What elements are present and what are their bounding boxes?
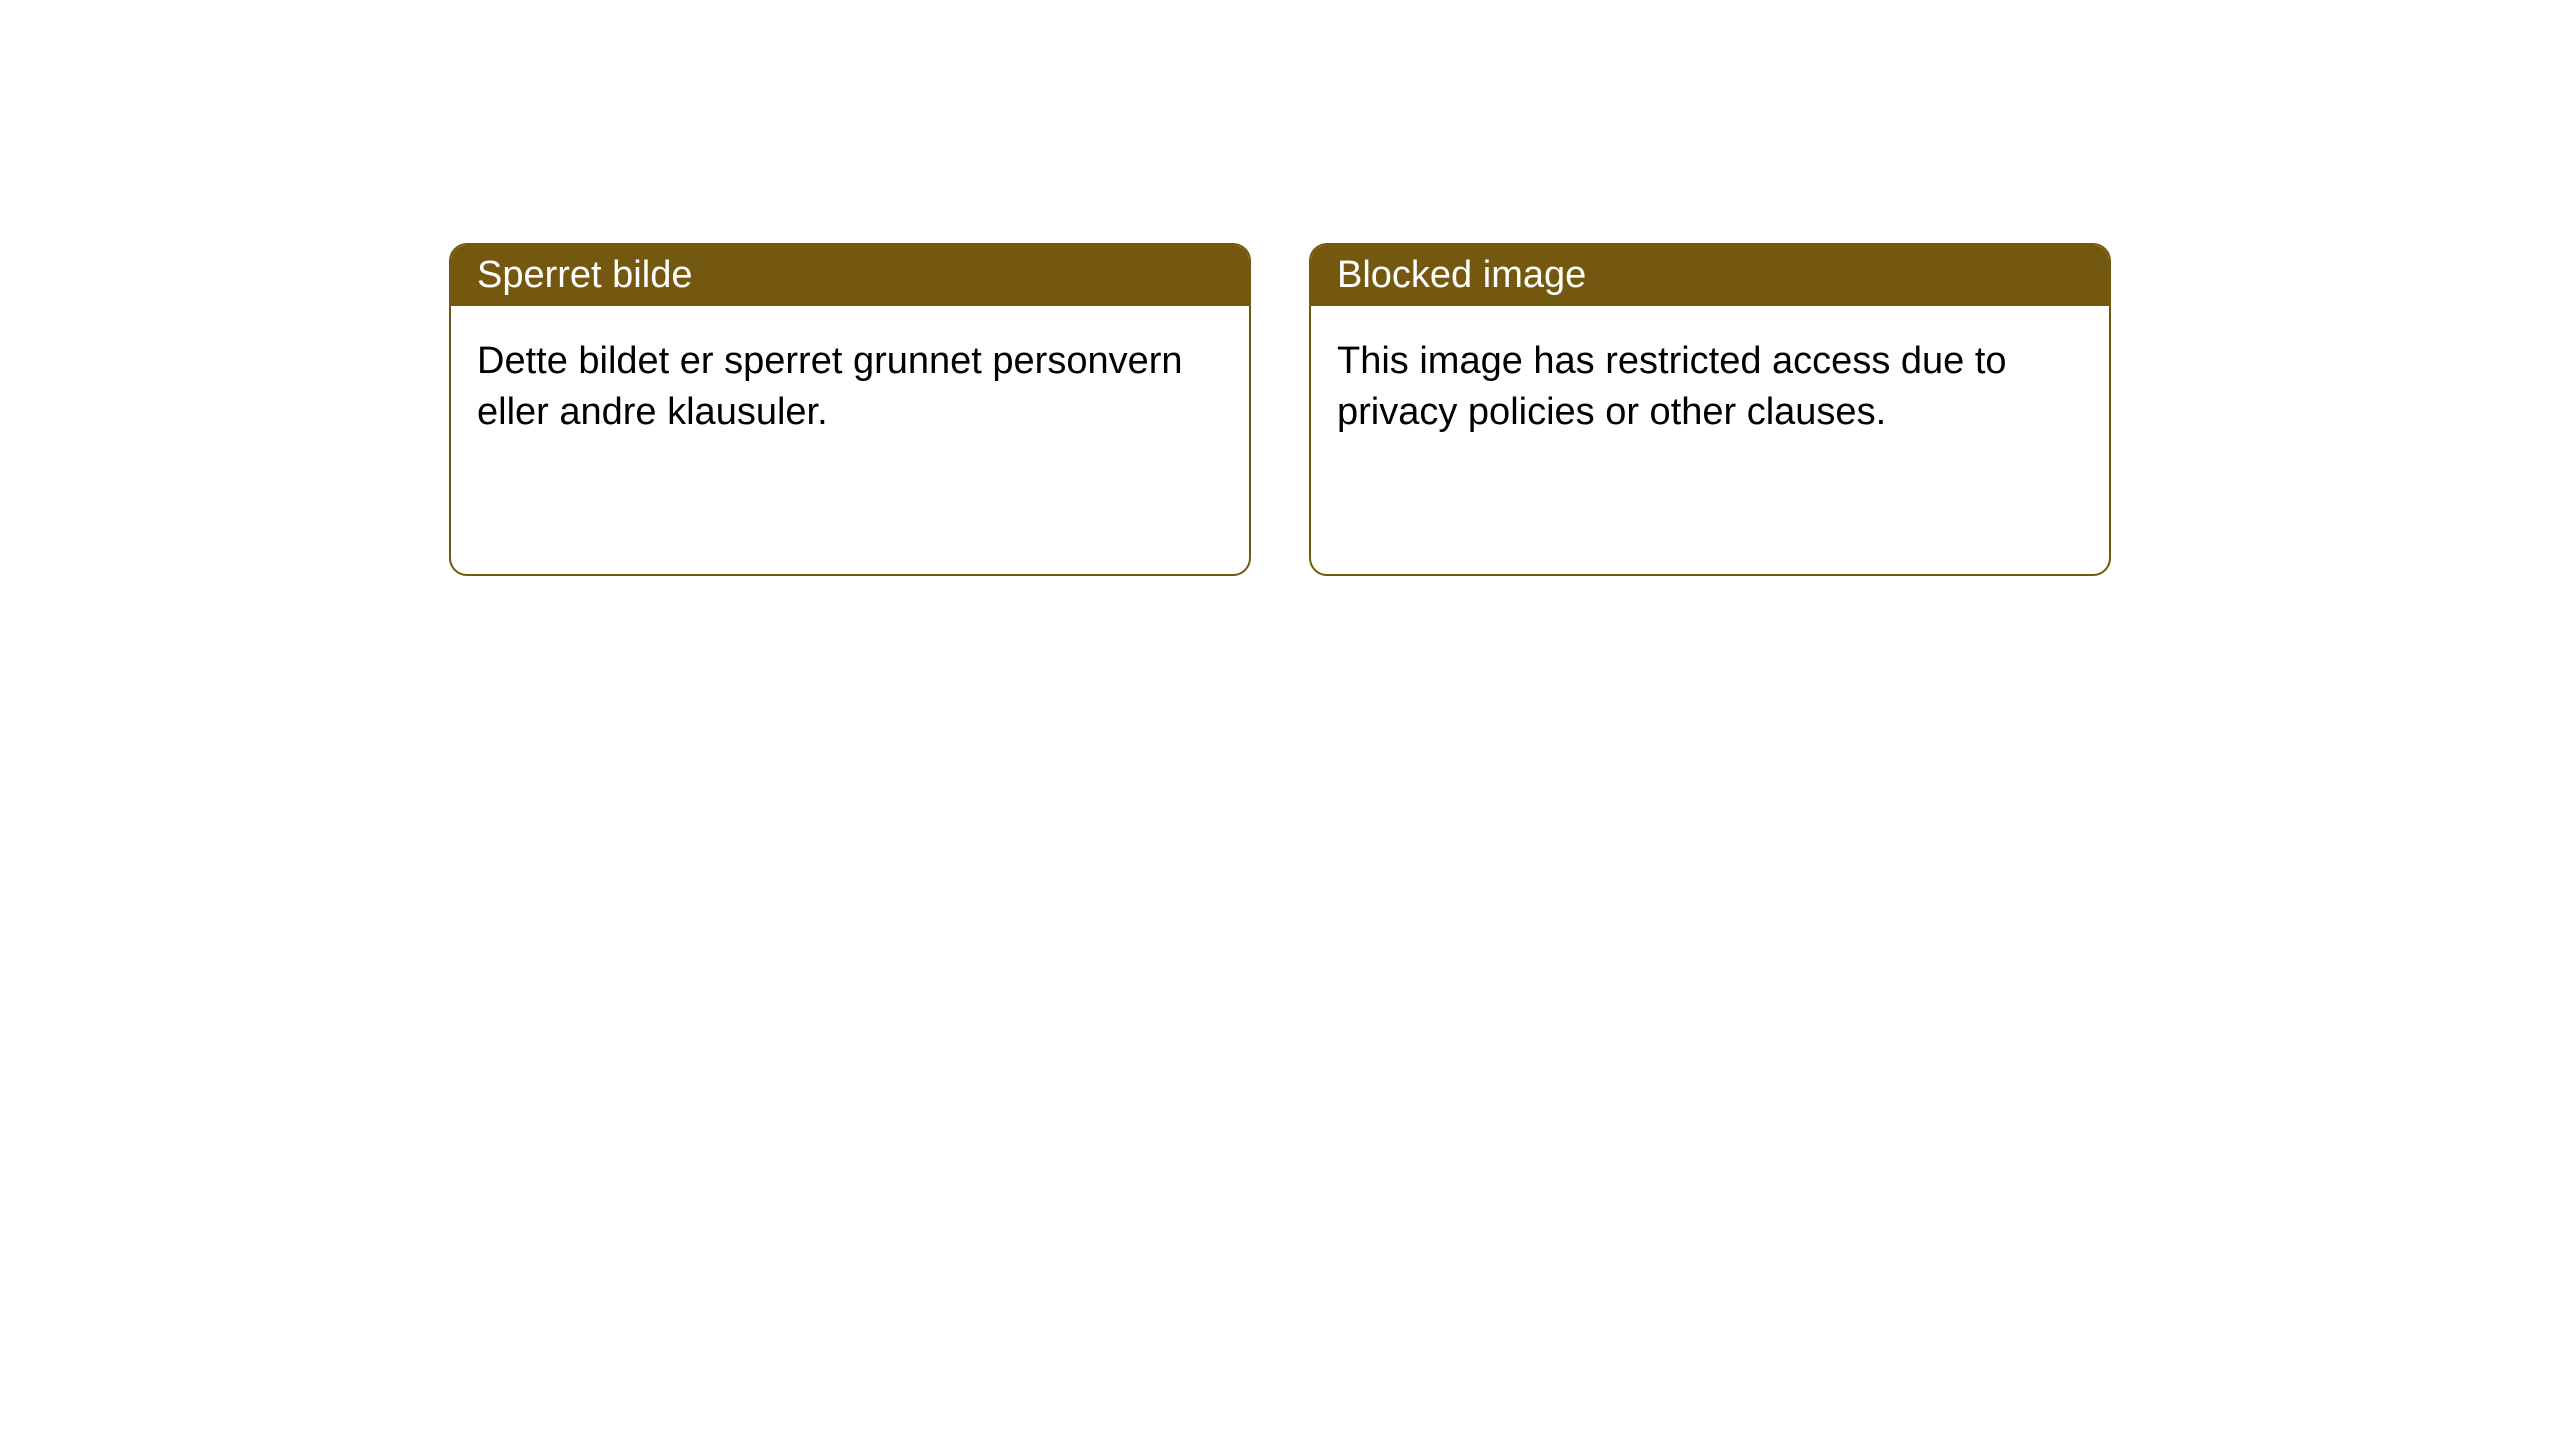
notice-card-norwegian: Sperret bilde Dette bildet er sperret gr… (449, 243, 1251, 576)
notice-card-english: Blocked image This image has restricted … (1309, 243, 2111, 576)
notice-header-english: Blocked image (1311, 245, 2109, 306)
notice-body-english: This image has restricted access due to … (1311, 306, 2109, 469)
notice-header-norwegian: Sperret bilde (451, 245, 1249, 306)
notice-body-norwegian: Dette bildet er sperret grunnet personve… (451, 306, 1249, 469)
notice-container: Sperret bilde Dette bildet er sperret gr… (449, 243, 2111, 576)
